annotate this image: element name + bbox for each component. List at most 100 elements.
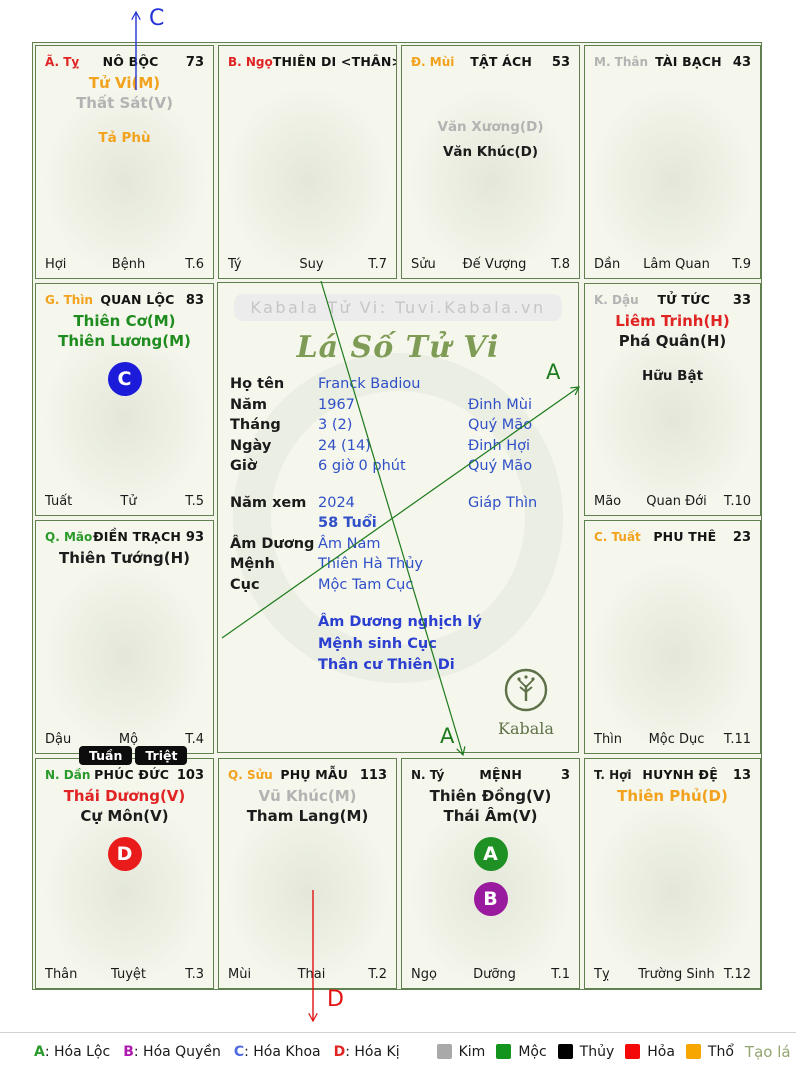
stage-label: Mộ: [118, 732, 139, 747]
branch-label: Dậu: [45, 732, 72, 747]
palace-name: MỆNH: [479, 767, 523, 782]
horse-watermark: [227, 88, 388, 274]
branch-label: Tỵ: [594, 967, 610, 982]
goat-watermark: [410, 88, 571, 274]
hoa-ki-badge: D: [107, 837, 142, 871]
arrow-label-c: C: [149, 6, 165, 31]
info-label: Âm Dương: [230, 535, 315, 552]
palace-number: 3: [560, 768, 570, 783]
t-index: T.11: [723, 732, 751, 747]
dragon-watermark: [44, 325, 205, 511]
thuy-color-swatch: [557, 1044, 573, 1059]
legend-tho: Thổ: [685, 1044, 734, 1060]
info-label: Mệnh: [230, 556, 275, 572]
t-index: T.5: [185, 494, 204, 509]
rooster-watermark: [592, 325, 753, 511]
palace-number: 103: [176, 768, 204, 783]
credit-link[interactable]: Tạo lá số: Tuvi.Kabala.vn: [744, 1042, 796, 1061]
palace-name: ĐIỀN TRẠCH: [93, 529, 182, 544]
brand-watermark: Kabala Tử Vi: Tuvi.Kabala.vn: [234, 294, 562, 321]
legend-letter: C: [233, 1043, 245, 1060]
palace-cell-tu-tuc: K. Dậu TỬ TỨC 33 Liêm Trinh(H) Phá Quân(H) …: [584, 283, 761, 516]
star: Vũ Khúc(M): [258, 787, 357, 805]
palace-number: 113: [359, 768, 387, 783]
stem-label: Ã. Tỵ: [45, 55, 80, 69]
info-label: Năm xem: [230, 494, 307, 511]
legend-kim: Kim: [436, 1044, 485, 1060]
rabbit-watermark: [44, 563, 205, 749]
tuvi-chart: Ã. Tỵ NÔ BỘC 73 Tử Vi(M) Thất Sát(V) Tả Phù…: [32, 42, 762, 990]
palace-cell-phu-mau: Q. Sửu PHỤ MẪU 113 Vũ Khúc(M) Tham Lang(M) …: [218, 758, 397, 989]
info-value: Âm Nam: [318, 535, 381, 552]
palace-number: 13: [732, 768, 751, 783]
star: Thiên Phủ(D): [617, 787, 728, 805]
star: Thái Âm(V): [443, 807, 538, 825]
branch-label: Tuất: [45, 494, 73, 509]
info-label: Cục: [230, 576, 260, 593]
birth-info-table: Họ tên Franck Badiou Năm 1967 Đinh Mùi Thán…: [230, 375, 578, 477]
t-index: T.9: [732, 257, 751, 272]
pig-watermark: [592, 799, 753, 985]
legend-hoa-loc: A: Hóa Lộc: [34, 1043, 111, 1060]
star: Tham Lang(M): [246, 807, 369, 825]
logo-text: Kabala: [498, 719, 554, 738]
info-value: Thiên Hà Thủy: [318, 556, 424, 572]
t-index: T.8: [551, 257, 570, 272]
stage-label: Dưỡng: [473, 967, 516, 982]
age-value: 58 Tuổi: [318, 515, 377, 531]
palace-cell-tat-ach: Đ. Mùi TẬT ÁCH 53 Văn Xương(D) Văn Khúc(D) …: [401, 45, 580, 279]
chart-title: Lá Số Tử Vi: [296, 330, 500, 365]
moc-color-swatch: [496, 1044, 512, 1059]
palace-number: 23: [732, 530, 751, 545]
star: Cự Môn(V): [80, 807, 169, 825]
stem-label: C. Tuất: [594, 530, 641, 544]
stage-label: Tuyệt: [111, 967, 146, 982]
palace-name: TỬ TỨC: [657, 292, 711, 307]
t-index: T.7: [368, 257, 387, 272]
palace-name: PHU THÊ: [653, 529, 717, 544]
minor-star: Văn Xương(D): [437, 119, 544, 135]
stem-label: K. Dậu: [594, 293, 639, 307]
branch-label: Thìn: [594, 732, 623, 747]
stem-label: T. Hợi: [594, 768, 632, 782]
palace-name: HUYNH ĐỆ: [642, 767, 718, 782]
stem-label: M. Thân: [594, 55, 649, 69]
branch-label: Tý: [228, 257, 242, 272]
star: Phá Quân(H): [618, 332, 727, 350]
info-label: Tháng: [230, 417, 281, 433]
note-line: Mệnh sinh Cục: [318, 635, 437, 652]
legend-hoa: Hỏa: [625, 1044, 675, 1060]
palace-number: 83: [185, 293, 204, 308]
info-value: Mộc Tam Cục: [318, 576, 414, 593]
hoa-khoa-badge: C: [107, 362, 142, 396]
t-index: T.2: [368, 967, 387, 982]
minor-star: Văn Khúc(D): [442, 144, 539, 160]
stage-label: Suy: [299, 257, 324, 272]
tuan-badge: Tuần: [79, 746, 133, 765]
palace-cell-quan-loc: G. Thìn QUAN LỘC 83 Thiên Cơ(M) Thiên Lương…: [35, 283, 214, 516]
minor-star: Hữu Bật: [641, 368, 704, 384]
center-info-panel: Kabala Tử Vi: Tuvi.Kabala.vn Lá Số Tử Vi…: [217, 282, 579, 753]
stem-label: Đ. Mùi: [411, 55, 455, 69]
branch-label: Mùi: [228, 967, 252, 982]
stage-label: Đế Vượng: [462, 257, 527, 272]
stage-label: Mộc Dục: [648, 732, 705, 747]
legend-thuy: Thủy: [557, 1044, 614, 1060]
stage-label: Trường Sinh: [638, 967, 715, 982]
info-label: Giờ: [230, 458, 257, 474]
hoa-loc-badge: A: [473, 837, 508, 871]
info-value: 3 (2): [318, 417, 353, 433]
star: Thiên Tướng(H): [58, 549, 191, 567]
palace-number: 73: [185, 55, 204, 70]
tiger-watermark: [44, 799, 205, 985]
minor-star: Tả Phù: [98, 130, 151, 146]
star: Thiên Đồng(V): [429, 787, 552, 805]
star: Thất Sát(V): [76, 94, 173, 112]
info-label: Ngày: [230, 437, 272, 454]
hoa-color-swatch: [625, 1044, 641, 1059]
t-index: T.4: [185, 732, 204, 747]
branch-label: Dần: [594, 257, 621, 272]
monkey-watermark: [592, 88, 753, 274]
